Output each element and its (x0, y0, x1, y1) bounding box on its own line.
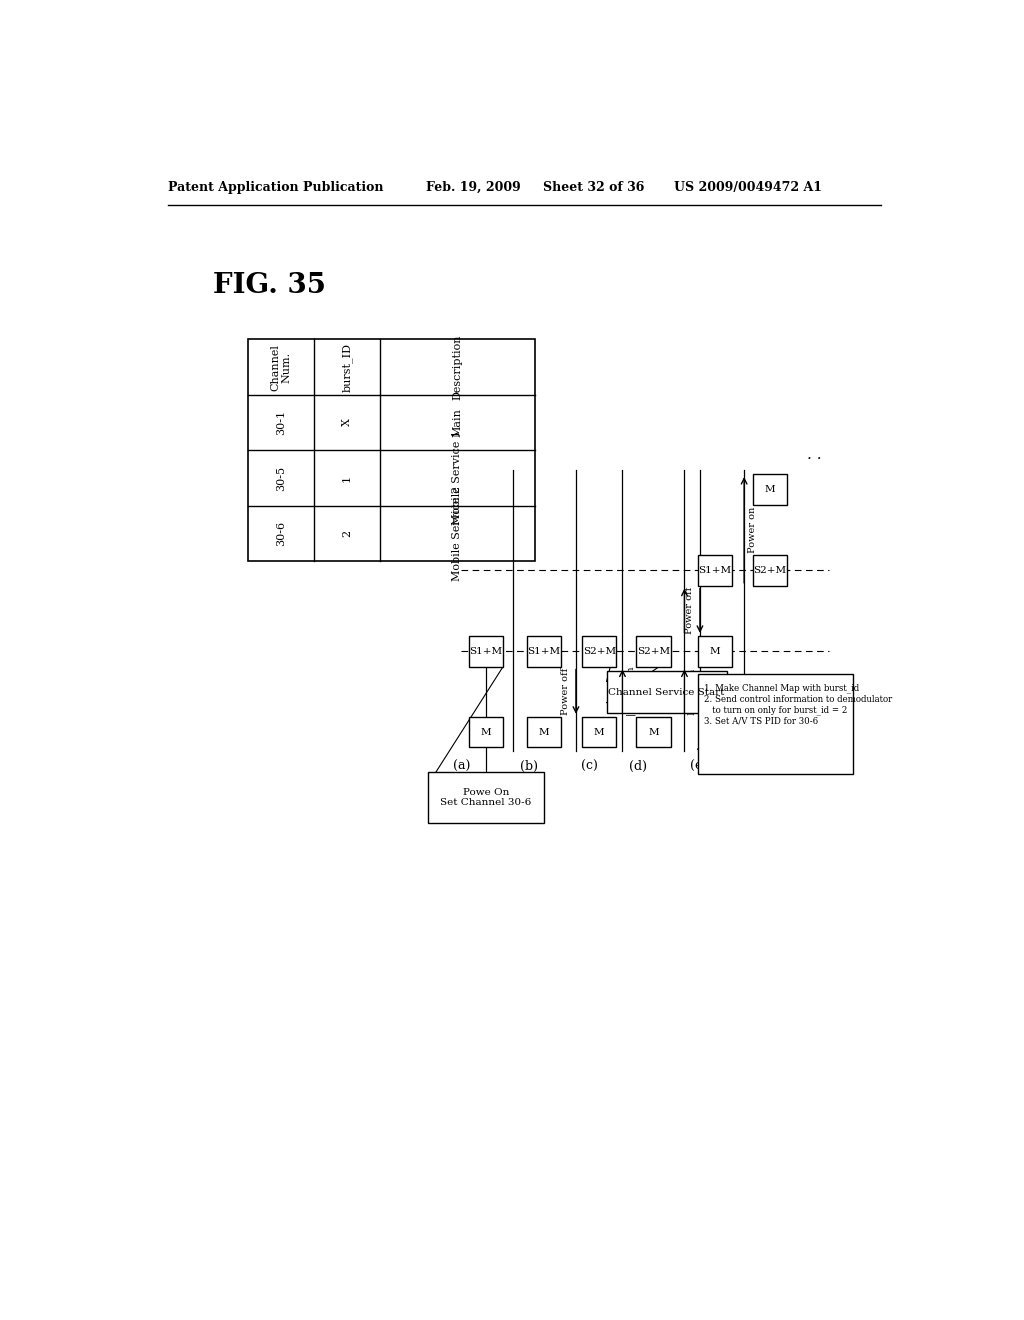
Text: 2: 2 (342, 529, 352, 537)
Bar (697, 636, 732, 667)
Bar (248, 339, 535, 561)
Text: Power off: Power off (561, 668, 569, 715)
Text: 30-1: 30-1 (276, 411, 286, 436)
Bar (697, 675, 853, 775)
Text: 30-5: 30-5 (276, 466, 286, 491)
Bar (527, 717, 561, 747)
Bar (753, 474, 786, 506)
Text: Sheet 32 of 36: Sheet 32 of 36 (543, 181, 644, 194)
Text: 1: 1 (342, 474, 352, 482)
Text: M: M (648, 727, 658, 737)
Text: M: M (594, 727, 604, 737)
Text: S1+M: S1+M (469, 647, 503, 656)
Text: Patent Application Publication: Patent Application Publication (168, 181, 384, 194)
Bar (636, 717, 671, 747)
Text: (a): (a) (453, 760, 470, 774)
Text: Channel Service Start: Channel Service Start (608, 688, 725, 697)
Text: S2+M: S2+M (583, 647, 615, 656)
Text: US 2009/0049472 A1: US 2009/0049472 A1 (675, 181, 822, 194)
Text: Channel
Num.: Channel Num. (270, 343, 292, 391)
Text: Powe On
Set Channel 30-6: Powe On Set Channel 30-6 (440, 788, 531, 808)
Bar (527, 636, 561, 667)
Bar (583, 717, 616, 747)
Text: S2+M: S2+M (637, 647, 670, 656)
Text: |Power on: |Power on (627, 667, 636, 717)
Bar (697, 554, 732, 586)
Text: 30-6: 30-6 (276, 521, 286, 546)
Bar (469, 636, 503, 667)
Text: S1+M: S1+M (698, 566, 731, 574)
Text: FIG. 35: FIG. 35 (213, 272, 327, 298)
Text: Power on: Power on (748, 507, 757, 553)
Bar (469, 717, 503, 747)
Text: burst_ID: burst_ID (342, 343, 352, 392)
Text: Mobile Service 2: Mobile Service 2 (453, 486, 463, 581)
Text: X: X (342, 418, 352, 426)
Bar (636, 636, 671, 667)
Bar (583, 636, 616, 667)
Text: M: M (710, 647, 720, 656)
Text: Mobile Service 1: Mobile Service 1 (453, 430, 463, 525)
Text: M: M (480, 727, 492, 737)
Text: Feb. 19, 2009: Feb. 19, 2009 (426, 181, 521, 194)
Text: (c): (c) (581, 760, 598, 774)
Bar (606, 671, 727, 713)
Text: S2+M: S2+M (753, 566, 786, 574)
Text: Power on: Power on (688, 668, 697, 714)
Text: (f): (f) (750, 760, 765, 774)
Text: . .: . . (807, 447, 821, 462)
Bar (428, 772, 544, 822)
Text: M: M (539, 727, 550, 737)
Text: (b): (b) (519, 760, 538, 774)
Text: S1+M: S1+M (527, 647, 561, 656)
Bar (753, 554, 786, 586)
Text: 1. Make Channel Map with burst_id
2. Send control information to demodulator
   : 1. Make Channel Map with burst_id 2. Sen… (703, 684, 892, 725)
Text: (e): (e) (690, 760, 707, 774)
Text: Description: Description (453, 334, 463, 400)
Text: Power off: Power off (685, 587, 693, 635)
Text: (d): (d) (629, 760, 647, 774)
Text: M: M (764, 484, 775, 494)
Text: Main: Main (453, 408, 463, 437)
